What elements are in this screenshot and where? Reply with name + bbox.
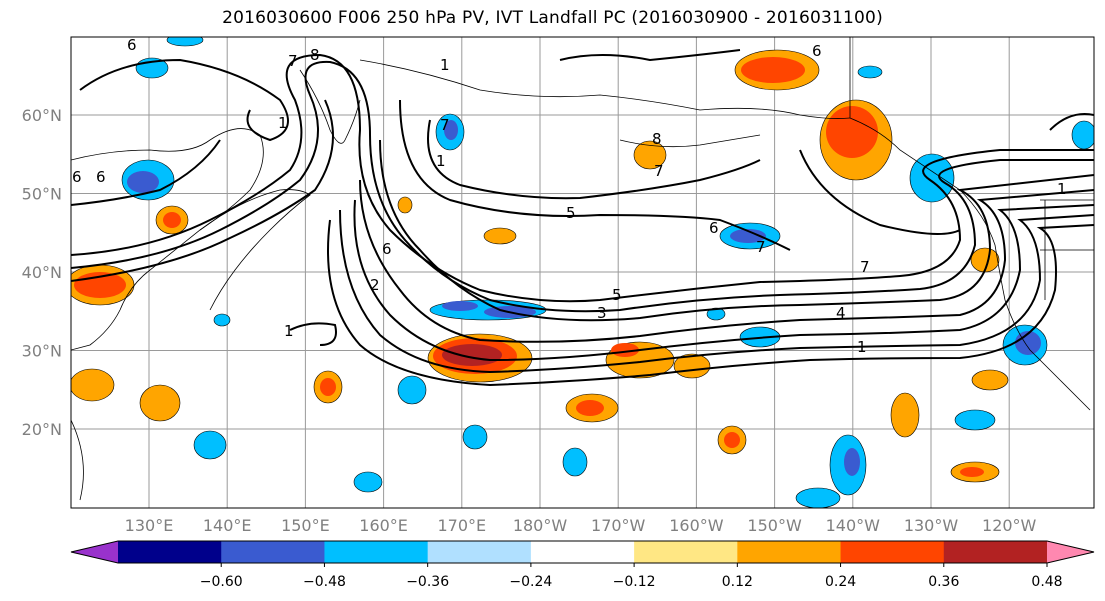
colorbar-tick-label: 0.12 bbox=[722, 574, 753, 590]
colorbar-extend-high bbox=[1047, 541, 1094, 563]
colorbar-segment bbox=[324, 541, 429, 563]
colorbar bbox=[70, 540, 1095, 564]
colorbar-segment bbox=[530, 541, 635, 563]
colorbar-tick-label: −0.60 bbox=[200, 574, 243, 590]
longitude-labels: 130°E 140°E 150°E 160°E 170°E 180°W 170°W 160°W… bbox=[125, 516, 1037, 535]
longitude-label: 170°W bbox=[591, 516, 646, 535]
contour-label: 7 bbox=[288, 52, 298, 70]
pv-contours bbox=[71, 49, 1094, 387]
contour-label: 6 bbox=[96, 168, 106, 186]
longitude-label: 150°W bbox=[747, 516, 802, 535]
colorbar-tick-label: −0.12 bbox=[613, 574, 656, 590]
colorbar-segment bbox=[634, 541, 738, 563]
colorbar-segment bbox=[427, 541, 532, 563]
colorbar-segment bbox=[118, 541, 222, 563]
contour-label: 5 bbox=[612, 286, 622, 304]
contour-label: 8 bbox=[652, 130, 662, 148]
latitude-labels: 60°N 50°N 40°N 30°N 20°N bbox=[22, 106, 62, 439]
colorbar-tick-labels: −0.60 −0.48 −0.36 −0.24 −0.12 0.12 0.24 0.36 0.4… bbox=[200, 563, 1063, 590]
colorbar-tick-label: −0.24 bbox=[509, 574, 552, 590]
longitude-label: 120°W bbox=[982, 516, 1037, 535]
contour-label: 6 bbox=[812, 42, 822, 60]
contour-label: 8 bbox=[310, 46, 320, 64]
coastlines bbox=[71, 37, 1094, 501]
contour-label: 3 bbox=[597, 304, 607, 322]
colorbar-tick-label: −0.48 bbox=[303, 574, 346, 590]
contour-label: 1 bbox=[1057, 180, 1067, 198]
pc-shading bbox=[71, 37, 1094, 508]
longitude-label: 140°E bbox=[203, 516, 252, 535]
contour-label: 1 bbox=[278, 114, 288, 132]
colorbar-extend-low bbox=[71, 541, 118, 563]
contour-label: 7 bbox=[440, 116, 450, 134]
colorbar-segment bbox=[840, 541, 945, 563]
contour-label: 6 bbox=[127, 36, 137, 54]
contour-label: 1 bbox=[436, 152, 446, 170]
latitude-label: 50°N bbox=[22, 185, 62, 204]
colorbar-tick-label: 0.24 bbox=[825, 574, 856, 590]
contour-label: 6 bbox=[709, 219, 719, 237]
latitude-label: 30°N bbox=[22, 342, 62, 361]
contour-label: 4 bbox=[836, 304, 846, 322]
colorbar-outline bbox=[70, 540, 1095, 564]
latitude-label: 60°N bbox=[22, 106, 62, 125]
longitude-label: 140°W bbox=[826, 516, 881, 535]
contour-label: 2 bbox=[370, 276, 380, 294]
longitude-label: 170°E bbox=[437, 516, 486, 535]
contour-label: 6 bbox=[382, 240, 392, 258]
colorbar-tick-label: 0.36 bbox=[928, 574, 959, 590]
latitude-label: 40°N bbox=[22, 263, 62, 282]
contour-labels: 6 8 7 1 6 6 5 6 7 7 6 2 5 3 4 1 7 1 1 6 … bbox=[72, 36, 1067, 356]
contour-label: 7 bbox=[860, 258, 870, 276]
longitude-label: 160°W bbox=[669, 516, 724, 535]
colorbar-segment bbox=[943, 541, 1048, 563]
map-border bbox=[70, 36, 1095, 509]
longitude-label: 130°W bbox=[904, 516, 959, 535]
latitude-label: 20°N bbox=[22, 420, 62, 439]
contour-label: 1 bbox=[857, 338, 867, 356]
colorbar-segment bbox=[737, 541, 842, 563]
contour-label: 7 bbox=[654, 162, 664, 180]
colorbar-tick-label: −0.36 bbox=[406, 574, 449, 590]
colorbar-tick-label: 0.48 bbox=[1031, 574, 1062, 590]
longitude-label: 160°E bbox=[359, 516, 408, 535]
contour-label: 1 bbox=[440, 56, 450, 74]
longitude-label: 130°E bbox=[125, 516, 174, 535]
contour-label: 1 bbox=[284, 322, 294, 340]
map-title: 2016030600 F006 250 hPa PV, IVT Landfall… bbox=[222, 8, 883, 28]
colorbar-segment bbox=[221, 541, 325, 563]
longitude-label: 150°E bbox=[281, 516, 330, 535]
contour-label: 7 bbox=[756, 238, 766, 256]
longitude-label: 180°W bbox=[513, 516, 568, 535]
contour-label: 6 bbox=[72, 168, 82, 186]
contour-label: 5 bbox=[566, 204, 576, 222]
